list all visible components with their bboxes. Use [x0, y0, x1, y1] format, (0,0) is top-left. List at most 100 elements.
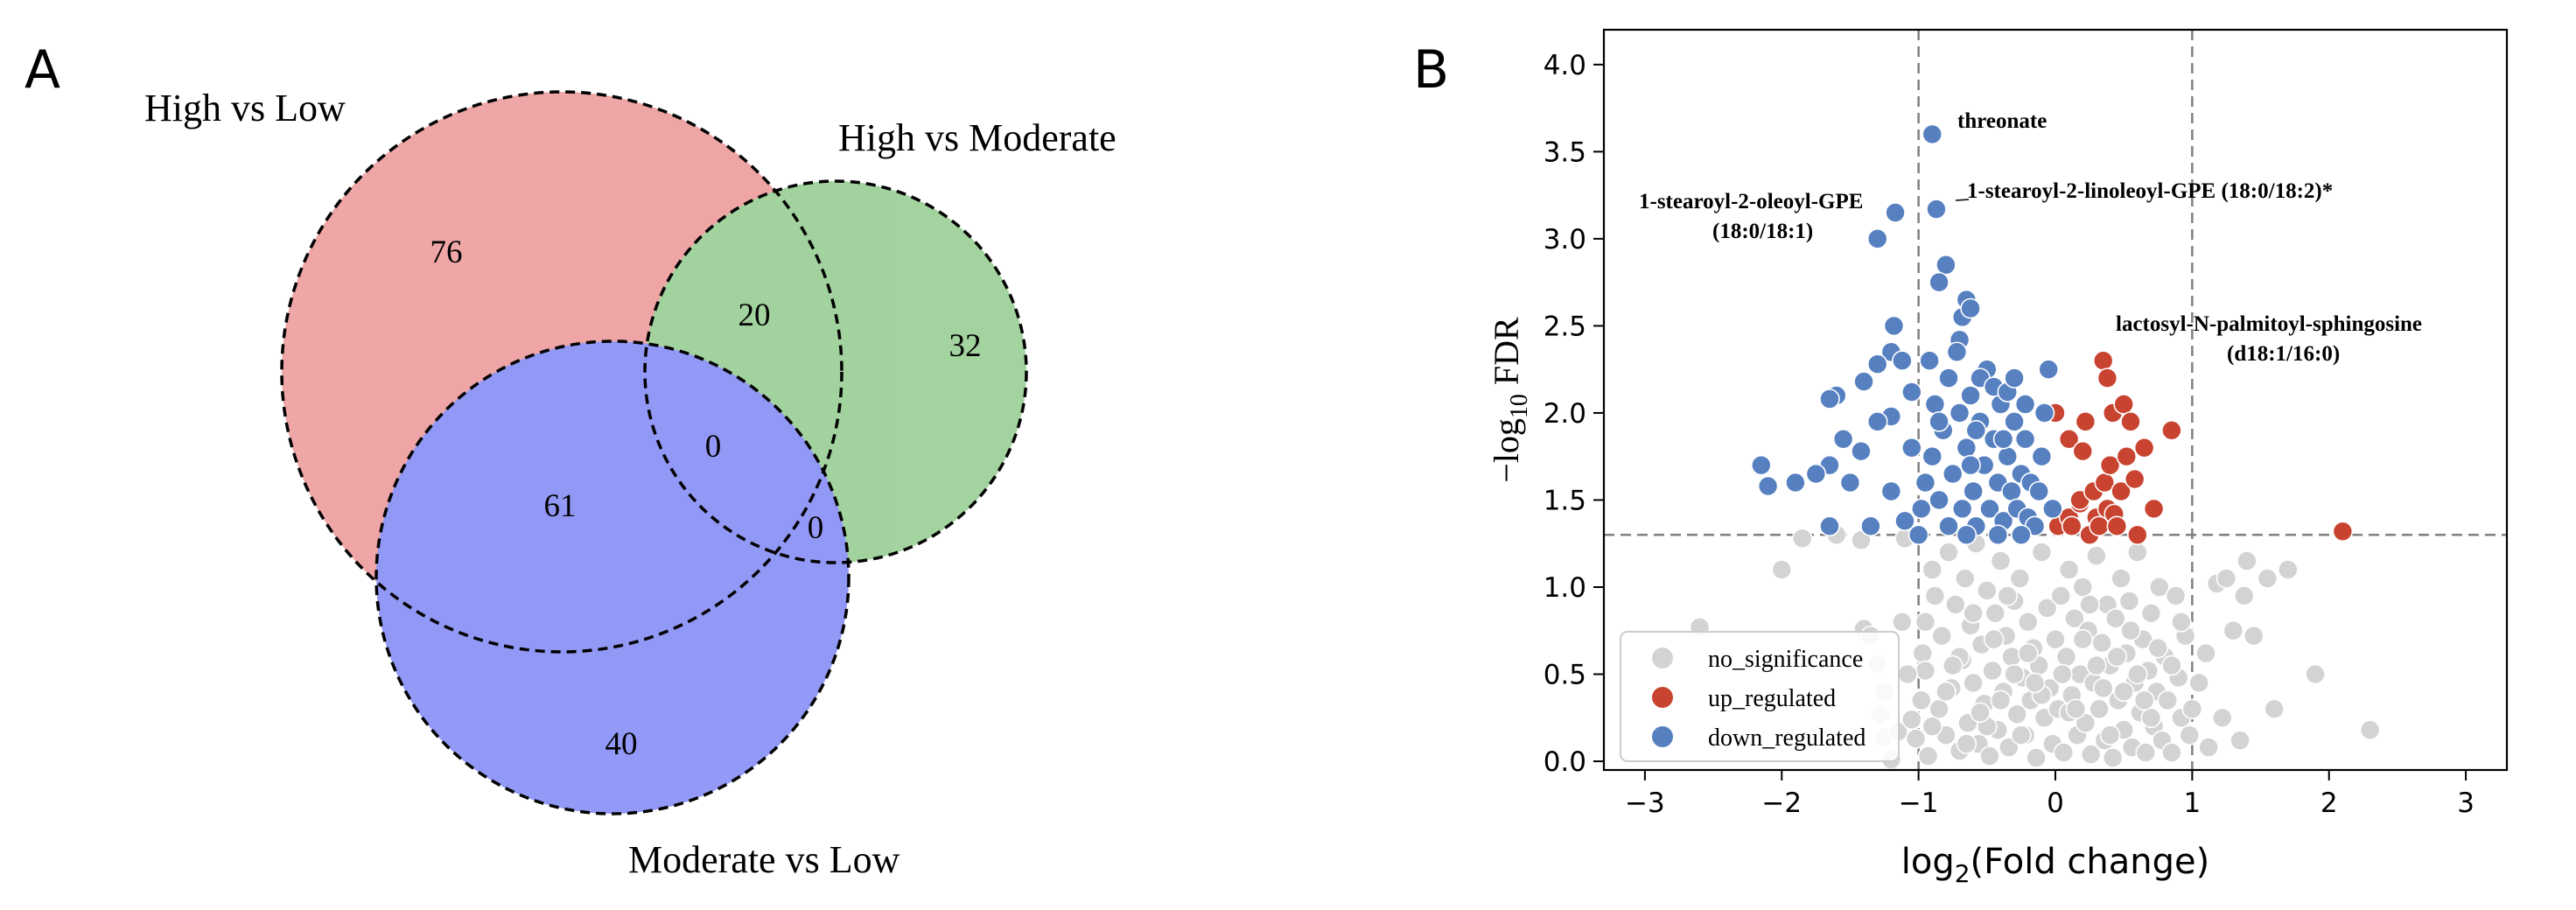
point-up-regulated	[2092, 350, 2114, 372]
set-label-moderate-vs-low: Moderate vs Low	[628, 838, 900, 881]
x-tick-label: 1	[2183, 788, 2201, 819]
point-down-regulated	[1757, 475, 1779, 497]
point-down-regulated	[1960, 385, 1981, 406]
annotation-threonate: threonate	[1957, 109, 2047, 133]
y-tick-label: 1.5	[1544, 485, 1586, 516]
set-moderate-vs-low-circle	[376, 341, 849, 814]
point-no-significance	[1938, 542, 1959, 563]
point-no-significance	[2222, 620, 2244, 641]
point-no-significance	[1914, 611, 1936, 633]
x-tick-label: 3	[2457, 788, 2474, 819]
point-no-significance	[2118, 591, 2140, 612]
x-tick-label: 0	[2047, 788, 2064, 819]
point-no-significance	[2089, 698, 2110, 720]
point-up-regulated	[2133, 437, 2155, 458]
region-count-high-vs-low-only: 76	[430, 234, 463, 270]
point-up-regulated	[2124, 468, 2146, 490]
annotation-lactosyl-sphingosine: lactosyl-N-palmitoyl-sphingosine	[2116, 312, 2422, 336]
point-down-regulated	[1928, 489, 1950, 511]
point-no-significance	[1771, 559, 1793, 580]
point-no-significance	[2080, 744, 2102, 765]
point-no-significance	[2053, 742, 2075, 763]
point-no-significance	[2113, 681, 2134, 703]
plot-frame	[1602, 28, 2509, 772]
point-no-significance	[1942, 654, 1964, 676]
point-no-significance	[2065, 698, 2087, 720]
point-no-significance	[2009, 568, 2031, 589]
point-no-significance	[2157, 690, 2179, 711]
point-no-significance	[2055, 646, 2077, 668]
point-down-regulated	[1949, 402, 1970, 424]
point-down-regulated	[2031, 445, 2053, 467]
point-no-significance	[2278, 559, 2299, 580]
point-no-significance	[1945, 594, 1966, 615]
point-up-regulated	[2332, 521, 2354, 542]
point-down-regulated	[1956, 437, 1978, 458]
region-count-high-low-and-moderate-low: 61	[544, 488, 577, 524]
point-down-regulated	[1951, 498, 1973, 520]
point-no-significance	[2257, 568, 2278, 589]
panel-a-letter: A	[24, 39, 60, 101]
point-no-significance	[2006, 704, 2028, 725]
y-tick-label: 2.0	[1544, 398, 1586, 430]
point-no-significance	[2264, 698, 2285, 720]
volcano-panel: B −3 −2 −1 0 1 2 30.00.51.01.52.02.53.03.54.0 …	[1413, 28, 2509, 888]
point-no-significance	[2233, 585, 2255, 606]
point-down-regulated	[1997, 445, 2019, 467]
axis-ticks: −3 −2 −1 0 1 2 3 0.0 0.5 1.0 1.5 2.0 2.5 3.0 3.5 4.0	[1544, 50, 2474, 819]
point-no-significance	[2165, 585, 2187, 606]
point-down-regulated	[1946, 341, 1968, 363]
point-no-significance	[1897, 663, 1918, 685]
point-no-significance	[2161, 742, 2182, 763]
point-up-regulated	[2120, 411, 2141, 432]
region-count-moderate-vs-low-only: 40	[606, 726, 638, 762]
point-down-regulated	[1938, 515, 1959, 537]
point-no-significance	[1931, 625, 1953, 647]
point-down-regulated	[1751, 454, 1772, 476]
point-no-significance	[2045, 628, 2066, 650]
point-no-significance	[1984, 603, 2006, 624]
point-no-significance	[2026, 747, 2047, 768]
high-vs-low-outline	[280, 90, 844, 654]
point-no-significance	[2106, 646, 2128, 668]
point-no-significance	[1928, 698, 1950, 720]
point-no-significance	[2086, 545, 2107, 566]
point-down-regulated	[2001, 480, 2022, 502]
point-no-significance	[2236, 550, 2258, 571]
region-count-all-three: 0	[705, 429, 722, 465]
point-no-significance	[2099, 724, 2121, 746]
point-no-significance	[1963, 672, 1984, 694]
annotation-stearoyl-oleoyl-gpe: 1-stearoyl-2-oleoyl-GPE	[1639, 190, 1863, 214]
point-down-regulated	[1853, 371, 1874, 392]
legend-label-no-significance: no_significance	[1708, 646, 1863, 673]
point-down-regulated	[1866, 228, 1888, 249]
point-down-regulated	[2014, 428, 2036, 450]
point-no-significance	[2179, 724, 2201, 746]
point-no-significance	[2305, 663, 2326, 685]
point-down-regulated	[1880, 480, 1902, 502]
legend-marker-down-regulated	[1652, 726, 1673, 747]
point-no-significance	[2102, 747, 2124, 768]
point-down-regulated	[1936, 254, 1956, 276]
point-down-regulated	[1885, 202, 1906, 223]
point-up-regulated	[2075, 411, 2096, 432]
point-no-significance	[2110, 568, 2132, 589]
point-down-regulated	[1919, 350, 1940, 372]
point-down-regulated	[1851, 440, 1872, 462]
point-no-significance	[1910, 690, 1932, 711]
point-up-regulated	[2072, 440, 2094, 462]
y-tick-label: 0.5	[1544, 660, 1586, 691]
venn-fills	[282, 92, 1026, 814]
point-no-significance	[1997, 585, 2019, 606]
point-no-significance	[2052, 663, 2073, 685]
point-no-significance	[1963, 603, 1984, 624]
moderate-vs-low-outline	[374, 340, 850, 816]
point-no-significance	[2072, 628, 2094, 650]
venn-outlines	[280, 90, 1028, 816]
point-no-significance	[2072, 577, 2094, 598]
annotation-lactosyl-sphingosine-2: (d18:1/16:0)	[2227, 342, 2340, 366]
point-no-significance	[2140, 603, 2162, 624]
point-no-significance	[1998, 737, 2020, 758]
point-down-regulated	[1901, 382, 1922, 402]
